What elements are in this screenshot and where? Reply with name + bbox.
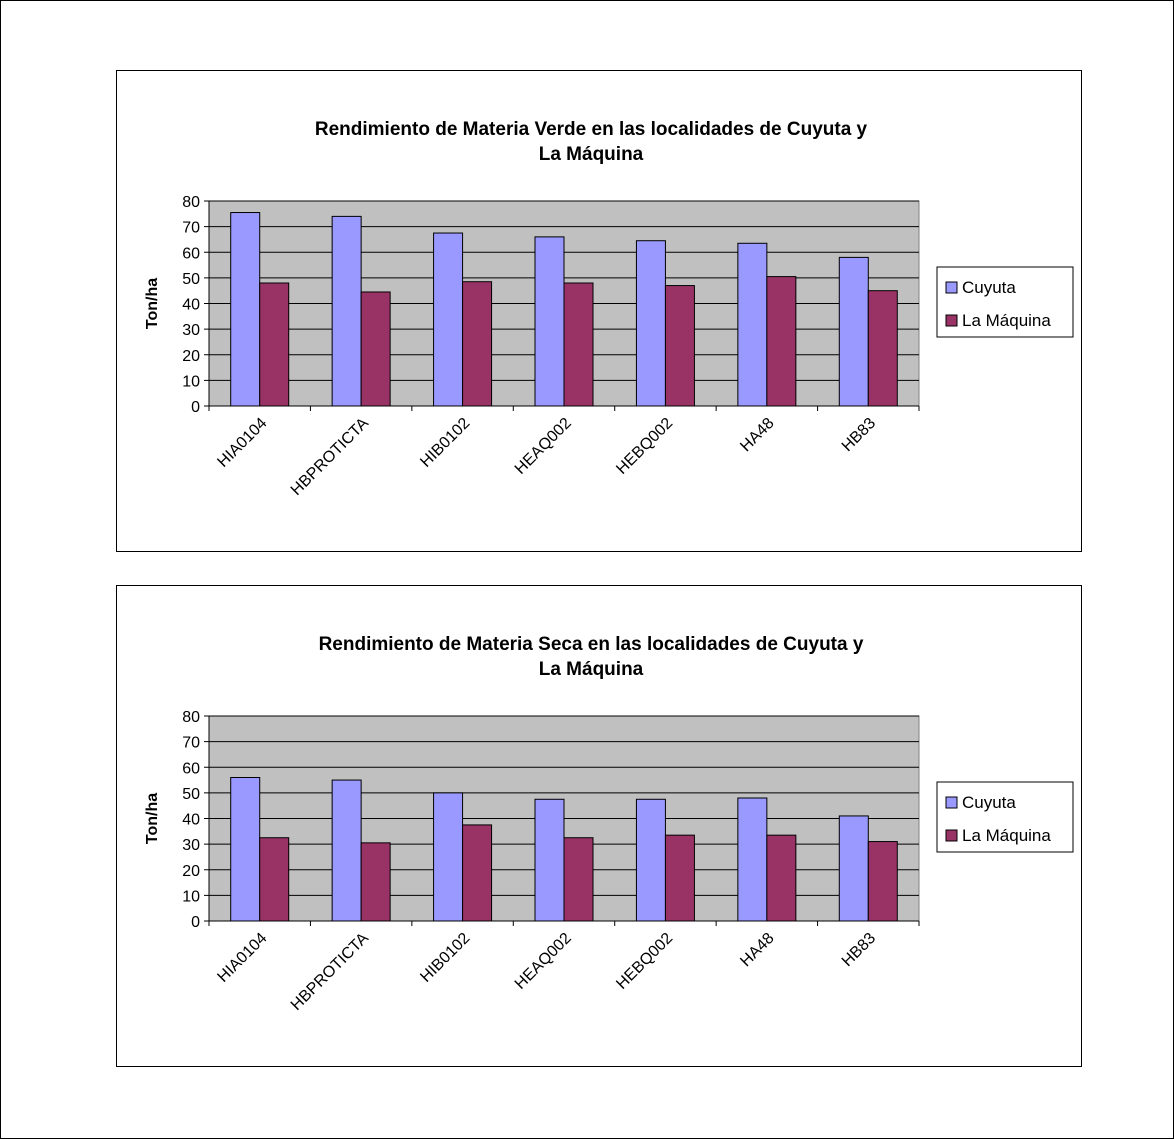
y-tick-label: 10 xyxy=(182,888,200,905)
chart-materia-verde: Rendimiento de Materia Verde en las loca… xyxy=(116,70,1082,552)
chart-title: Rendimiento de Materia Seca en las local… xyxy=(319,634,864,680)
legend-label: Cuyuta xyxy=(962,278,1016,297)
y-tick-label: 60 xyxy=(182,245,200,262)
y-tick-label: 30 xyxy=(182,837,200,854)
bar-cuyuta xyxy=(534,236,565,407)
y-tick-label: 20 xyxy=(182,348,200,365)
bar-la-maquina xyxy=(462,824,493,922)
chart-title-line: Rendimiento de Materia Verde en las loca… xyxy=(315,119,868,140)
chart-title: Rendimiento de Materia Verde en las loca… xyxy=(315,119,868,165)
y-tick-label: 80 xyxy=(182,709,200,726)
x-tick-label: HIA0104 xyxy=(214,415,270,471)
legend-swatch xyxy=(945,796,958,809)
bar-cuyuta xyxy=(635,240,666,407)
x-tick-label: HB83 xyxy=(839,415,879,455)
bar-la-maquina xyxy=(664,285,695,407)
y-tick-label: 70 xyxy=(182,220,200,237)
y-tick-label: 70 xyxy=(182,735,200,752)
legend xyxy=(936,266,1074,338)
y-axis-label: Ton/ha xyxy=(144,278,161,329)
bar-la-maquina xyxy=(867,841,898,922)
x-tick-label: HA48 xyxy=(737,415,777,455)
y-tick-label: 40 xyxy=(182,812,200,829)
bar-cuyuta xyxy=(331,779,362,922)
x-tick-label: HBPROTICTA xyxy=(288,930,372,1014)
bar-la-maquina xyxy=(462,281,493,407)
bar-cuyuta xyxy=(838,815,869,922)
y-tick-label: 30 xyxy=(182,322,200,339)
x-tick-label: HBPROTICTA xyxy=(288,415,372,499)
bar-la-maquina xyxy=(259,282,290,407)
bar-cuyuta xyxy=(433,792,464,922)
bar-la-maquina xyxy=(563,837,594,922)
bar-cuyuta xyxy=(635,798,666,922)
x-tick-label: HB83 xyxy=(839,930,879,970)
bar-cuyuta xyxy=(737,242,768,407)
bar-cuyuta xyxy=(534,798,565,922)
bar-la-maquina xyxy=(766,834,797,922)
chart-title-line: La Máquina xyxy=(539,659,644,680)
bar-cuyuta xyxy=(838,256,869,407)
y-tick-label: 40 xyxy=(182,297,200,314)
chart-title-line: Rendimiento de Materia Seca en las local… xyxy=(319,634,864,655)
y-tick-label: 80 xyxy=(182,194,200,211)
y-tick-label: 10 xyxy=(182,373,200,390)
bar-cuyuta xyxy=(230,777,261,922)
y-tick-label: 20 xyxy=(182,863,200,880)
bar-cuyuta xyxy=(737,797,768,922)
legend-swatch xyxy=(945,829,958,842)
bar-la-maquina xyxy=(259,837,290,922)
bar-la-maquina xyxy=(360,842,391,922)
chart-title-line: La Máquina xyxy=(539,144,644,165)
x-tick-label: HEAQ002 xyxy=(512,415,575,478)
bar-cuyuta xyxy=(433,232,464,407)
legend-label: La Máquina xyxy=(962,826,1051,845)
y-tick-label: 0 xyxy=(191,399,200,416)
chart-materia-seca: Rendimiento de Materia Seca en las local… xyxy=(116,585,1082,1067)
y-tick-label: 0 xyxy=(191,914,200,931)
chart-svg-materia-seca: Rendimiento de Materia Seca en las local… xyxy=(144,634,1074,1014)
legend-label: Cuyuta xyxy=(962,793,1016,812)
legend-label: La Máquina xyxy=(962,311,1051,330)
y-tick-label: 50 xyxy=(182,271,200,288)
x-tick-label: HEAQ002 xyxy=(512,930,575,993)
bar-la-maquina xyxy=(664,834,695,922)
x-tick-label: HEBQ002 xyxy=(613,415,676,478)
bar-la-maquina xyxy=(360,291,391,407)
x-tick-label: HIB0102 xyxy=(417,415,473,471)
x-tick-label: HIA0104 xyxy=(214,930,270,986)
x-tick-label: HEBQ002 xyxy=(613,930,676,993)
bar-cuyuta xyxy=(331,215,362,407)
bar-la-maquina xyxy=(867,290,898,407)
y-tick-label: 60 xyxy=(182,760,200,777)
x-tick-label: HIB0102 xyxy=(417,930,473,986)
legend-swatch xyxy=(945,314,958,327)
legend xyxy=(936,781,1074,853)
chart-svg-materia-verde: Rendimiento de Materia Verde en las loca… xyxy=(144,119,1074,499)
legend-swatch xyxy=(945,281,958,294)
y-axis-label: Ton/ha xyxy=(144,793,161,844)
bar-cuyuta xyxy=(230,212,261,407)
x-tick-label: HA48 xyxy=(737,930,777,970)
bar-la-maquina xyxy=(766,276,797,407)
y-tick-label: 50 xyxy=(182,786,200,803)
bar-la-maquina xyxy=(563,282,594,407)
